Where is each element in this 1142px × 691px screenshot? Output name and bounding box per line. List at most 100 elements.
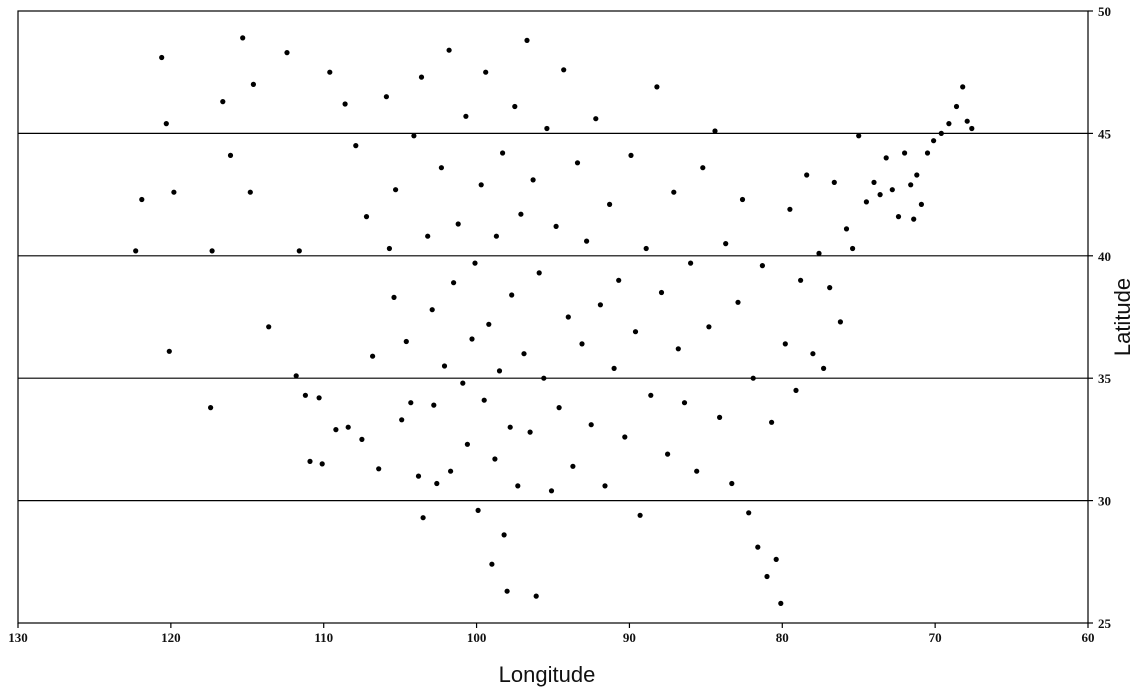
data-point <box>579 341 585 347</box>
data-point <box>448 468 454 474</box>
data-point <box>247 189 253 195</box>
data-point <box>220 99 226 105</box>
data-point <box>597 302 604 308</box>
data-point <box>383 94 389 100</box>
data-point <box>451 280 457 286</box>
data-point <box>370 353 376 359</box>
y-axis-ticks: 25 30 35 40 45 50 <box>1088 4 1112 631</box>
x-tick-label: 130 <box>8 630 28 645</box>
data-point <box>769 419 775 425</box>
x-tick-label: 110 <box>314 630 333 645</box>
data-point <box>793 387 799 393</box>
data-point <box>139 196 145 203</box>
data-point <box>434 480 440 487</box>
data-point <box>533 593 539 599</box>
data-point <box>681 400 688 406</box>
data-point <box>611 365 617 371</box>
data-point <box>515 483 521 489</box>
data-point <box>574 160 581 166</box>
data-point <box>524 37 530 44</box>
data-point <box>739 196 746 203</box>
data-point <box>475 507 481 513</box>
data-point <box>648 392 654 398</box>
data-point <box>969 125 975 132</box>
data-point <box>831 179 837 185</box>
data-point <box>345 424 351 430</box>
data-point <box>622 434 628 440</box>
data-point <box>964 118 970 124</box>
data-point <box>512 103 518 110</box>
data-point <box>607 201 613 207</box>
data-point <box>438 165 444 171</box>
data-point <box>327 69 333 75</box>
data-point <box>827 285 833 291</box>
data-point <box>856 133 862 139</box>
data-point <box>319 461 325 467</box>
data-point <box>492 456 498 462</box>
data-point <box>486 321 492 327</box>
plot-frame <box>17 10 1089 624</box>
data-point <box>429 307 435 313</box>
gridlines <box>18 132 1088 502</box>
data-point <box>363 214 370 220</box>
data-point <box>843 226 850 232</box>
data-point <box>483 69 489 75</box>
data-point <box>914 172 920 178</box>
data-point <box>250 81 256 87</box>
data-point <box>399 417 405 423</box>
data-point <box>342 101 348 107</box>
data-point <box>938 130 944 136</box>
data-point <box>902 150 908 156</box>
data-point <box>159 54 165 61</box>
data-point <box>764 573 770 580</box>
data-point <box>391 294 397 300</box>
data-point <box>895 214 902 220</box>
data-point <box>778 600 784 607</box>
data-point <box>472 260 478 266</box>
data-point <box>759 263 766 269</box>
x-axis-title: Longitude <box>499 662 596 687</box>
data-point <box>746 510 752 516</box>
data-point <box>469 336 475 342</box>
data-point <box>418 74 425 80</box>
data-point <box>787 206 793 212</box>
data-point <box>960 84 966 90</box>
data-point <box>556 405 562 411</box>
data-point <box>376 466 382 472</box>
data-point <box>293 373 299 379</box>
data-point <box>953 103 960 110</box>
data-point <box>544 125 550 132</box>
data-point <box>593 116 599 122</box>
data-point <box>415 473 422 479</box>
data-point <box>441 363 448 369</box>
data-point <box>393 187 399 193</box>
x-axis-ticks: 130 120 110 100 90 80 70 60 <box>8 623 1095 645</box>
data-point <box>333 427 339 433</box>
data-point <box>386 245 392 252</box>
y-tick-label: 40 <box>1098 249 1111 264</box>
data-point <box>166 348 172 354</box>
data-point <box>863 199 870 205</box>
data-point <box>504 588 510 594</box>
data-point <box>316 395 322 401</box>
data-point <box>307 458 313 464</box>
data-point <box>353 143 359 149</box>
x-tick-label: 60 <box>1082 630 1095 645</box>
data-point <box>616 277 622 283</box>
data-point <box>671 189 677 195</box>
data-point <box>729 480 735 487</box>
data-point <box>496 368 503 374</box>
data-point <box>553 223 559 229</box>
y-tick-label: 50 <box>1098 4 1111 19</box>
data-point <box>755 544 761 550</box>
data-point <box>500 150 506 156</box>
data-point <box>411 133 417 139</box>
data-point <box>455 221 461 227</box>
data-point <box>518 211 524 217</box>
data-point <box>782 341 788 347</box>
data-point <box>163 121 169 127</box>
data-point <box>266 324 272 330</box>
data-point <box>821 365 827 371</box>
data-point <box>408 400 414 406</box>
data-point <box>425 233 431 239</box>
